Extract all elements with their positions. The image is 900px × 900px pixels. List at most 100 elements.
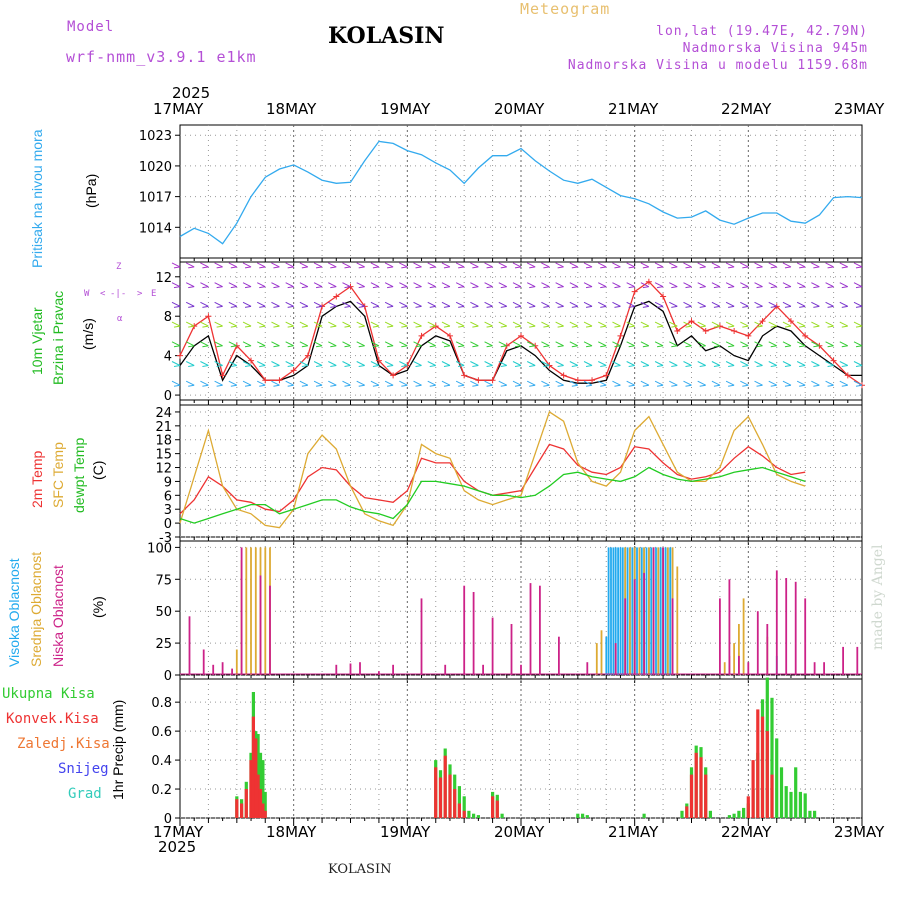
wind-barb-icon — [853, 301, 863, 308]
y-tick-label: 12 — [155, 271, 172, 286]
bar-cloud-2 — [614, 643, 617, 675]
wind-barb-icon — [768, 341, 777, 348]
wind-barb-icon — [782, 282, 792, 289]
wind-barb-icon — [370, 282, 380, 289]
bar-cloud-1 — [723, 662, 726, 675]
wind-barb-icon — [271, 301, 280, 308]
wind-barb-icon — [740, 301, 749, 308]
legend-hail: Grad — [68, 786, 102, 802]
y-tick-label: 0.6 — [151, 725, 172, 740]
wind-barb-icon — [214, 321, 223, 328]
gust-marker — [645, 278, 652, 285]
bar-cloud-1 — [254, 547, 257, 675]
wind-barb-icon — [697, 301, 706, 308]
wind-barb-icon — [455, 341, 465, 348]
product-title: Meteogram — [520, 0, 611, 18]
wind-barb-icon — [328, 262, 337, 269]
date-top-4: 21MAY — [608, 100, 659, 118]
wind-barb-icon — [569, 301, 579, 308]
wind-barb-icon — [200, 361, 209, 367]
wind-barb-icon — [740, 341, 749, 348]
wind-barb-icon — [583, 380, 593, 387]
wind-barb-icon — [242, 361, 252, 367]
gust-marker — [177, 352, 183, 359]
wind-barb-icon — [399, 282, 408, 289]
bar-cloud-2 — [766, 624, 769, 675]
wind-barb-icon — [427, 282, 436, 289]
wind-barb-icon — [768, 361, 777, 367]
bar-cloud-2 — [444, 664, 447, 675]
wind-barb-icon — [654, 361, 664, 367]
wind-barb-icon — [512, 321, 522, 328]
bar-precip-0 — [261, 760, 265, 818]
wind-barb-icon — [555, 301, 564, 308]
wind-barb-icon — [370, 361, 380, 367]
bar-cloud-1 — [657, 547, 660, 675]
bar-cloud-2 — [728, 579, 731, 675]
footer-station: KOLASIN — [328, 862, 392, 877]
wind-barb-icon — [541, 282, 550, 289]
wind-barb-icon — [640, 361, 650, 367]
wind-barb-icon — [640, 380, 650, 387]
gust-marker — [475, 377, 482, 384]
gust-marker — [333, 293, 340, 300]
wind-barb-icon — [370, 321, 380, 328]
wind-barb-icon — [711, 361, 721, 367]
wind-barb-icon — [583, 262, 593, 269]
gust-marker — [731, 328, 738, 334]
wind-barb-icon — [640, 321, 650, 328]
gust-marker — [390, 372, 397, 379]
y-tick-label: 0 — [164, 389, 172, 404]
wind-barb-icon — [441, 321, 451, 328]
wind-barb-icon — [257, 361, 266, 367]
wind-barb-icon — [669, 321, 678, 328]
wind-barb-icon — [725, 341, 735, 348]
wind-barb-icon — [399, 321, 408, 328]
wind-barb-icon — [200, 341, 209, 348]
bar-cloud-2 — [804, 598, 807, 675]
bar-cloud-2 — [747, 662, 750, 675]
wind-barb-icon — [356, 321, 365, 328]
wind-barb-icon — [697, 361, 706, 367]
wind-barb-icon — [214, 282, 223, 289]
wind-barb-icon — [399, 380, 408, 387]
wind-barb-icon — [796, 380, 806, 387]
gust-marker — [844, 372, 851, 379]
year-bottom: 2025 — [158, 838, 197, 856]
wind-barb-icon — [796, 361, 806, 367]
gust-marker — [787, 318, 794, 325]
wind-barb-icon — [669, 282, 678, 289]
bar-precip-0 — [727, 815, 731, 818]
wind-barb-icon — [356, 262, 365, 269]
bar-precip-1 — [685, 806, 689, 818]
bar-precip-1 — [235, 799, 239, 818]
wind-barb-icon — [427, 301, 436, 308]
date-bottom-2: 19MAY — [380, 823, 431, 841]
wind-barb-icon — [455, 380, 465, 387]
wind-barb-icon — [853, 361, 863, 367]
wind-barb-icon — [370, 341, 380, 348]
wind-barb-icon — [299, 301, 309, 308]
wind-barb-icon — [185, 361, 195, 367]
wind-barb-icon — [654, 321, 664, 328]
series-line-temperature-1 — [179, 410, 806, 529]
wind-barb-icon — [242, 341, 252, 348]
wind-barb-icon — [455, 282, 465, 289]
wind-barb-icon — [299, 262, 309, 269]
wind-barb-icon — [598, 282, 607, 289]
y-tick-label: 50 — [155, 605, 172, 620]
wind-barb-icon — [782, 321, 792, 328]
bar-cloud-2 — [586, 662, 589, 675]
wind-barb-icon — [370, 380, 380, 387]
gust-marker — [560, 372, 567, 379]
wind-barb-icon — [711, 321, 721, 328]
bar-precip-1 — [448, 774, 452, 818]
wind-barb-icon — [768, 262, 777, 269]
wind-barb-icon — [711, 262, 721, 269]
bar-precip-0 — [784, 786, 788, 818]
bar-cloud-0 — [619, 547, 622, 675]
compass-alpha: α — [117, 314, 123, 324]
wind-barb-icon — [669, 361, 678, 367]
gust-marker — [446, 332, 453, 339]
bar-precip-0 — [742, 807, 746, 818]
